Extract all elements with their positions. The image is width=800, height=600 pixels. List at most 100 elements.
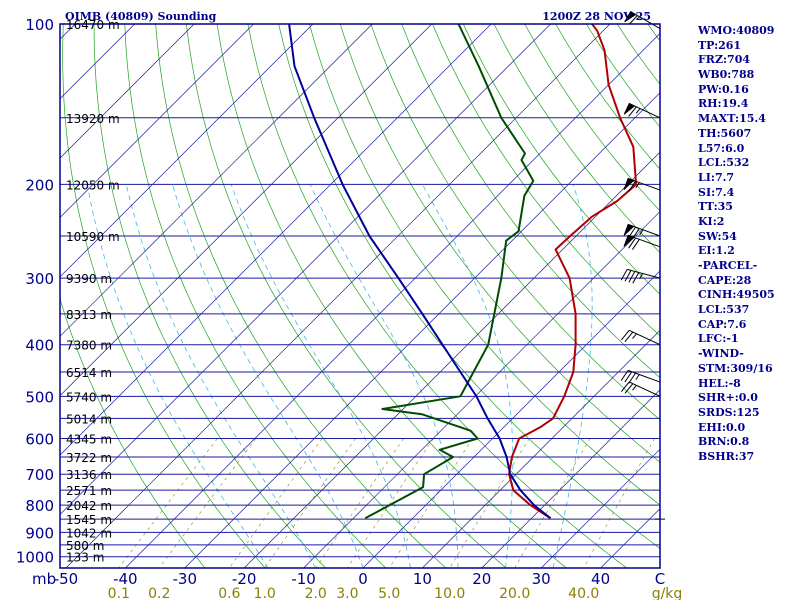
sounding-index: SHR+:0.0 xyxy=(698,391,758,405)
isotherm xyxy=(0,24,16,568)
sounding-index: EI:1.2 xyxy=(698,244,735,258)
pressure-tick-label: 500 xyxy=(25,388,54,406)
temperature-tick-label: 30 xyxy=(532,570,551,588)
barb-half xyxy=(635,374,640,380)
temperature-unit-label: C xyxy=(655,570,665,588)
mixing-ratio-label: 20.0 xyxy=(499,586,530,600)
sounding-index: FRZ:704 xyxy=(698,53,751,67)
temperature-tick-label: -50 xyxy=(54,570,79,588)
height-label: 1042 m xyxy=(66,526,112,540)
moist-adiabat xyxy=(309,184,459,568)
isotherm xyxy=(540,448,660,568)
barb-flag xyxy=(623,102,636,115)
sounding-index: PW:0.16 xyxy=(698,82,749,96)
isotherm xyxy=(481,389,660,568)
mixing-ratio-line xyxy=(315,438,404,568)
temperature-tick-label: -30 xyxy=(173,570,198,588)
sounding-index: RH:19.4 xyxy=(698,97,749,111)
mixing-ratio-label: 1.0 xyxy=(254,586,276,600)
moist-adiabat xyxy=(552,184,593,568)
temperature-tick-label: 0 xyxy=(358,570,368,588)
dry-adiabat xyxy=(370,24,660,421)
wind-barb xyxy=(623,177,661,192)
dry-adiabat xyxy=(309,24,660,506)
isotherm xyxy=(184,92,660,568)
mixing-ratio-unit: g/kg xyxy=(652,586,683,600)
barb-full xyxy=(632,272,640,284)
barb-half xyxy=(639,273,644,280)
mixing-ratio-label: 0.2 xyxy=(148,586,170,600)
barb-full xyxy=(628,372,636,384)
barb-half xyxy=(632,333,637,339)
barb-full xyxy=(628,106,637,117)
mixing-ratio-line xyxy=(388,438,473,568)
temperature-trace xyxy=(508,24,638,520)
height-label: 6514 m xyxy=(66,366,112,380)
isotherm xyxy=(60,24,432,397)
wind-barb xyxy=(623,234,661,250)
barb-full xyxy=(628,271,636,283)
pressure-tick-label: 300 xyxy=(25,270,54,288)
height-label: 2042 m xyxy=(66,499,112,513)
barb-half xyxy=(635,182,640,188)
barb-full xyxy=(624,270,632,282)
height-label: 3136 m xyxy=(66,468,112,482)
barb-full xyxy=(628,180,636,192)
dry-adiabat xyxy=(155,24,447,568)
barb-full xyxy=(620,370,629,381)
sounding-index: SW:54 xyxy=(698,229,737,243)
dry-adiabat xyxy=(60,297,206,568)
sounding-index: TP:261 xyxy=(698,38,742,52)
dry-adiabat xyxy=(432,24,660,337)
barb-full xyxy=(621,381,630,392)
barb-staff xyxy=(628,381,661,397)
barb-staff xyxy=(627,268,661,279)
parcel-trace xyxy=(288,24,552,520)
barb-full xyxy=(631,239,640,250)
wind-barb xyxy=(620,369,661,384)
height-label: 2571 m xyxy=(66,484,112,498)
pressure-tick-label: 1000 xyxy=(16,549,54,567)
sounding-index: CAP:7.6 xyxy=(698,317,747,331)
sounding-index: -PARCEL- xyxy=(698,259,758,272)
moist-adiabat xyxy=(86,184,269,568)
mixing-ratio-line xyxy=(229,438,323,568)
mixing-ratio-label: 10.0 xyxy=(434,586,465,600)
mixing-ratio-label: 3.0 xyxy=(336,586,358,600)
isotherm xyxy=(65,24,611,568)
mixing-ratio-label: 0.1 xyxy=(108,586,130,600)
dry-adiabat xyxy=(401,24,660,379)
height-label: 16470 m xyxy=(66,18,120,32)
dry-adiabat xyxy=(247,24,627,568)
height-label: 7380 m xyxy=(66,339,112,353)
temperature-tick-label: -10 xyxy=(291,570,316,588)
wind-barb xyxy=(623,223,661,239)
height-label: 13920 m xyxy=(66,112,120,126)
mixing-ratio-line xyxy=(159,438,257,568)
wind-barb xyxy=(624,11,661,30)
sounding-index: EHI:0.0 xyxy=(698,420,746,434)
mixing-ratio-label: 40.0 xyxy=(568,586,599,600)
dry-adiabat xyxy=(216,24,567,568)
sounding-index: TT:35 xyxy=(698,200,733,214)
sounding-index: CINH:49505 xyxy=(698,288,775,302)
dry-adiabat xyxy=(62,24,266,568)
dry-adiabat xyxy=(278,24,660,549)
sounding-index: TH:5607 xyxy=(698,126,752,140)
sounding-index: WMO:40809 xyxy=(698,24,775,37)
sounding-traces xyxy=(288,24,638,520)
sounding-index: BRN:0.8 xyxy=(698,435,750,449)
chart-time: 1200Z 28 NOV 25 xyxy=(542,10,651,23)
moist-adiabat xyxy=(125,184,316,568)
sounding-index: -WIND- xyxy=(698,347,744,361)
height-label: 10590 m xyxy=(66,230,120,244)
mixing-ratio-label: 2.0 xyxy=(305,586,327,600)
sounding-index: L57:6.0 xyxy=(698,141,745,155)
sounding-index: LFC:-1 xyxy=(698,332,739,346)
mixing-ratio-line xyxy=(514,438,591,568)
sounding-index: KI:2 xyxy=(698,214,725,228)
height-label: 12050 m xyxy=(66,178,120,192)
chart-title: OIMB (40809) Sounding xyxy=(65,10,217,23)
isotherm xyxy=(60,24,314,278)
